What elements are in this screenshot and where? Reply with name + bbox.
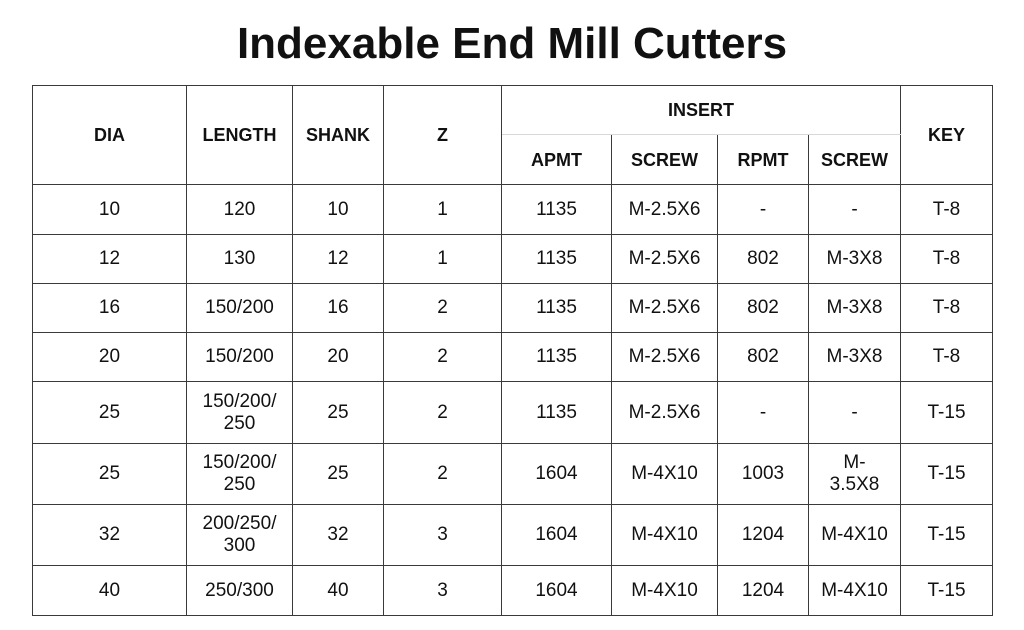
table-cell: M-4X10 [611, 443, 718, 505]
table-cell: 1 [383, 234, 502, 284]
header-row: APMT SCREW RPMT SCREW [33, 134, 993, 185]
header-cell: SCREW [807, 134, 902, 185]
table-cell: - [717, 381, 809, 444]
table-cell: 40 [292, 565, 384, 616]
table-cell: 20 [32, 332, 187, 382]
table-cell: 16 [292, 283, 384, 333]
header-cell: Z [383, 85, 502, 185]
table-cell: T-8 [900, 184, 994, 235]
table-cell: 25 [32, 381, 187, 444]
table-cell: 1 [383, 184, 502, 235]
table-cell: M-2.5X6 [611, 234, 718, 284]
spec-table: DIA LENGTH SHANK Z INSERT KEY APMT SCREW… [32, 85, 994, 616]
table-cell: T-8 [900, 283, 994, 333]
table-cell: 1135 [501, 332, 612, 382]
table-cell: 25 [292, 381, 384, 444]
table-cell: 12 [292, 234, 384, 284]
table-cell: 1604 [501, 443, 612, 505]
table-cell: 1135 [501, 234, 612, 284]
table-cell: 32 [292, 504, 384, 566]
table-cell: T-15 [900, 504, 994, 566]
table-row: 20 150/200 20 2 1135 M-2.5X6 802 M-3X8 T-8 [32, 332, 994, 382]
header-cell: SHANK [292, 85, 384, 185]
table-cell: 1135 [501, 184, 612, 235]
table-cell: 40 [32, 565, 187, 616]
table-cell: M-4X10 [611, 504, 718, 566]
table-header: DIA LENGTH SHANK Z INSERT KEY APMT SCREW… [32, 85, 994, 185]
table-row: 10 120 10 1 1135 M-2.5X6- - T-8 [32, 184, 994, 235]
table-cell: M-3X8 [807, 283, 902, 333]
table-cell: 3 [383, 565, 502, 616]
header-row: DIA LENGTH SHANK Z INSERT KEY [32, 85, 994, 185]
table-cell: 16 [32, 283, 187, 333]
table-body: 10 120 10 1 1135 M-2.5X6- - T-8 12 130 12 1 1135 M-2.… [32, 184, 994, 616]
table-cell: 25 [292, 443, 384, 505]
table-row: 32 200/250/ 300 32 3 1604 M-4X10 1204 M-4X10 T-1… [32, 504, 994, 566]
table-cell: T-15 [900, 565, 994, 616]
header-cell: KEY [900, 85, 994, 185]
header-cell: LENGTH [186, 85, 293, 185]
table-cell: 32 [32, 504, 187, 566]
table-cell: - [807, 381, 902, 444]
table-cell: 1135 [501, 381, 612, 444]
table-row: 25 150/200/ 250 25 2 1604 M-4X10 1003 M- 3.5X8 T… [32, 443, 994, 505]
table-cell: 12 [32, 234, 187, 284]
table-row: 12 130 12 1 1135 M-2.5X6 802 M-3X8 T-8 [32, 234, 994, 284]
table-cell: 3 [383, 504, 502, 566]
table-cell: 802 [717, 283, 809, 333]
table-cell: 1135 [501, 283, 612, 333]
table-cell: 120 [186, 184, 293, 235]
table-cell: 150/200 [186, 283, 293, 333]
table-cell: 2 [383, 381, 502, 444]
table-cell: M-2.5X6 [611, 184, 718, 235]
table-cell: M-2.5X6 [611, 381, 718, 444]
table-row: 40 250/300 40 3 1604 M-4X10 1204 M-4X10 T-15 [32, 565, 994, 616]
header-cell: SCREW [611, 134, 718, 185]
table-cell: 130 [186, 234, 293, 284]
table-cell: M-2.5X6 [611, 283, 718, 333]
table-cell: M-3X8 [807, 234, 902, 284]
table-cell: 2 [383, 283, 502, 333]
table-cell: 10 [32, 184, 187, 235]
table-cell: 2 [383, 332, 502, 382]
table-cell: M-3X8 [807, 332, 902, 382]
table-cell: M-4X10 [807, 565, 902, 616]
table-cell: M-4X10 [611, 565, 718, 616]
table-cell: - [717, 184, 809, 235]
table-cell: 150/200 [186, 332, 293, 382]
table-cell: 1204 [717, 504, 809, 566]
table-cell: 1604 [501, 565, 612, 616]
header-cell: DIA [32, 85, 187, 185]
table-cell: 2 [383, 443, 502, 505]
table-cell: 802 [717, 234, 809, 284]
table-cell: 200/250/ 300 [186, 504, 293, 566]
table-cell: 1204 [717, 565, 809, 616]
table-row: 16 150/200 16 2 1135 M-2.5X6 802 M-3X8 T-8 [32, 283, 994, 333]
table-cell: 802 [717, 332, 809, 382]
table-cell: 25 [32, 443, 187, 505]
header-cell: RPMT [717, 134, 809, 185]
table-cell: T-15 [900, 381, 994, 444]
table-cell: T-15 [900, 443, 994, 505]
table-cell: 250/300 [186, 565, 293, 616]
table-cell: M-4X10 [807, 504, 902, 566]
header-cell: APMT [501, 134, 612, 185]
table-cell: 150/200/ 250 [186, 443, 293, 505]
table-cell: M-2.5X6 [611, 332, 718, 382]
table-cell: - [807, 184, 902, 235]
table-cell: M- 3.5X8 [807, 443, 902, 505]
table-cell: 1604 [501, 504, 612, 566]
table-cell: T-8 [900, 234, 994, 284]
table-cell: T-8 [900, 332, 994, 382]
table-row: 25 150/200/ 250 25 2 1135 M-2.5X6- - T-15 [32, 381, 994, 444]
table-cell: 1003 [717, 443, 809, 505]
table-cell: 150/200/ 250 [186, 381, 293, 444]
page-title: Indexable End Mill Cutters [236, 19, 788, 68]
header-group: INSERT [500, 85, 902, 135]
table-cell: 10 [292, 184, 384, 235]
table-cell: 20 [292, 332, 384, 382]
